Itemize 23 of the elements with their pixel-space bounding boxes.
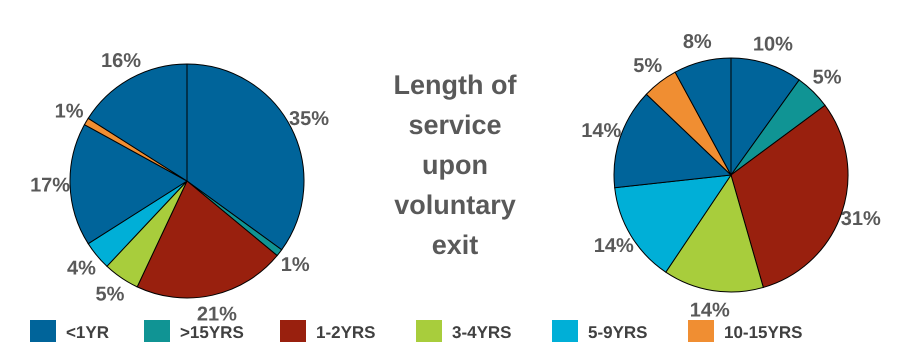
data-label: 5% <box>96 283 125 306</box>
legend-label: 1-2YRS <box>316 323 376 342</box>
legend-label: 3-4YRS <box>452 323 512 342</box>
data-label: 8% <box>682 31 712 54</box>
data-label: 10% <box>752 34 794 56</box>
data-label: 14% <box>690 299 730 322</box>
data-label: 16% <box>100 50 142 72</box>
data-label: 5% <box>633 55 662 78</box>
legend-label: 5-9YRS <box>588 323 648 342</box>
data-label: 1% <box>54 100 84 122</box>
legend-label: 10-15YRS <box>724 323 802 342</box>
data-label: 14% <box>594 234 634 257</box>
legend-label: <1YR <box>66 323 109 342</box>
data-label: 31% <box>840 208 881 230</box>
data-label: 14% <box>581 120 622 142</box>
text: Length of service upon voluntary exit <box>394 70 518 260</box>
data-label: 5% <box>812 66 842 88</box>
data-label: 4% <box>66 257 96 280</box>
data-label: 35% <box>289 108 330 130</box>
data-label: 1% <box>280 254 310 276</box>
legend-label: >15YRS <box>180 323 244 342</box>
data-label: 21% <box>196 304 238 326</box>
data-label: 17% <box>30 174 70 196</box>
